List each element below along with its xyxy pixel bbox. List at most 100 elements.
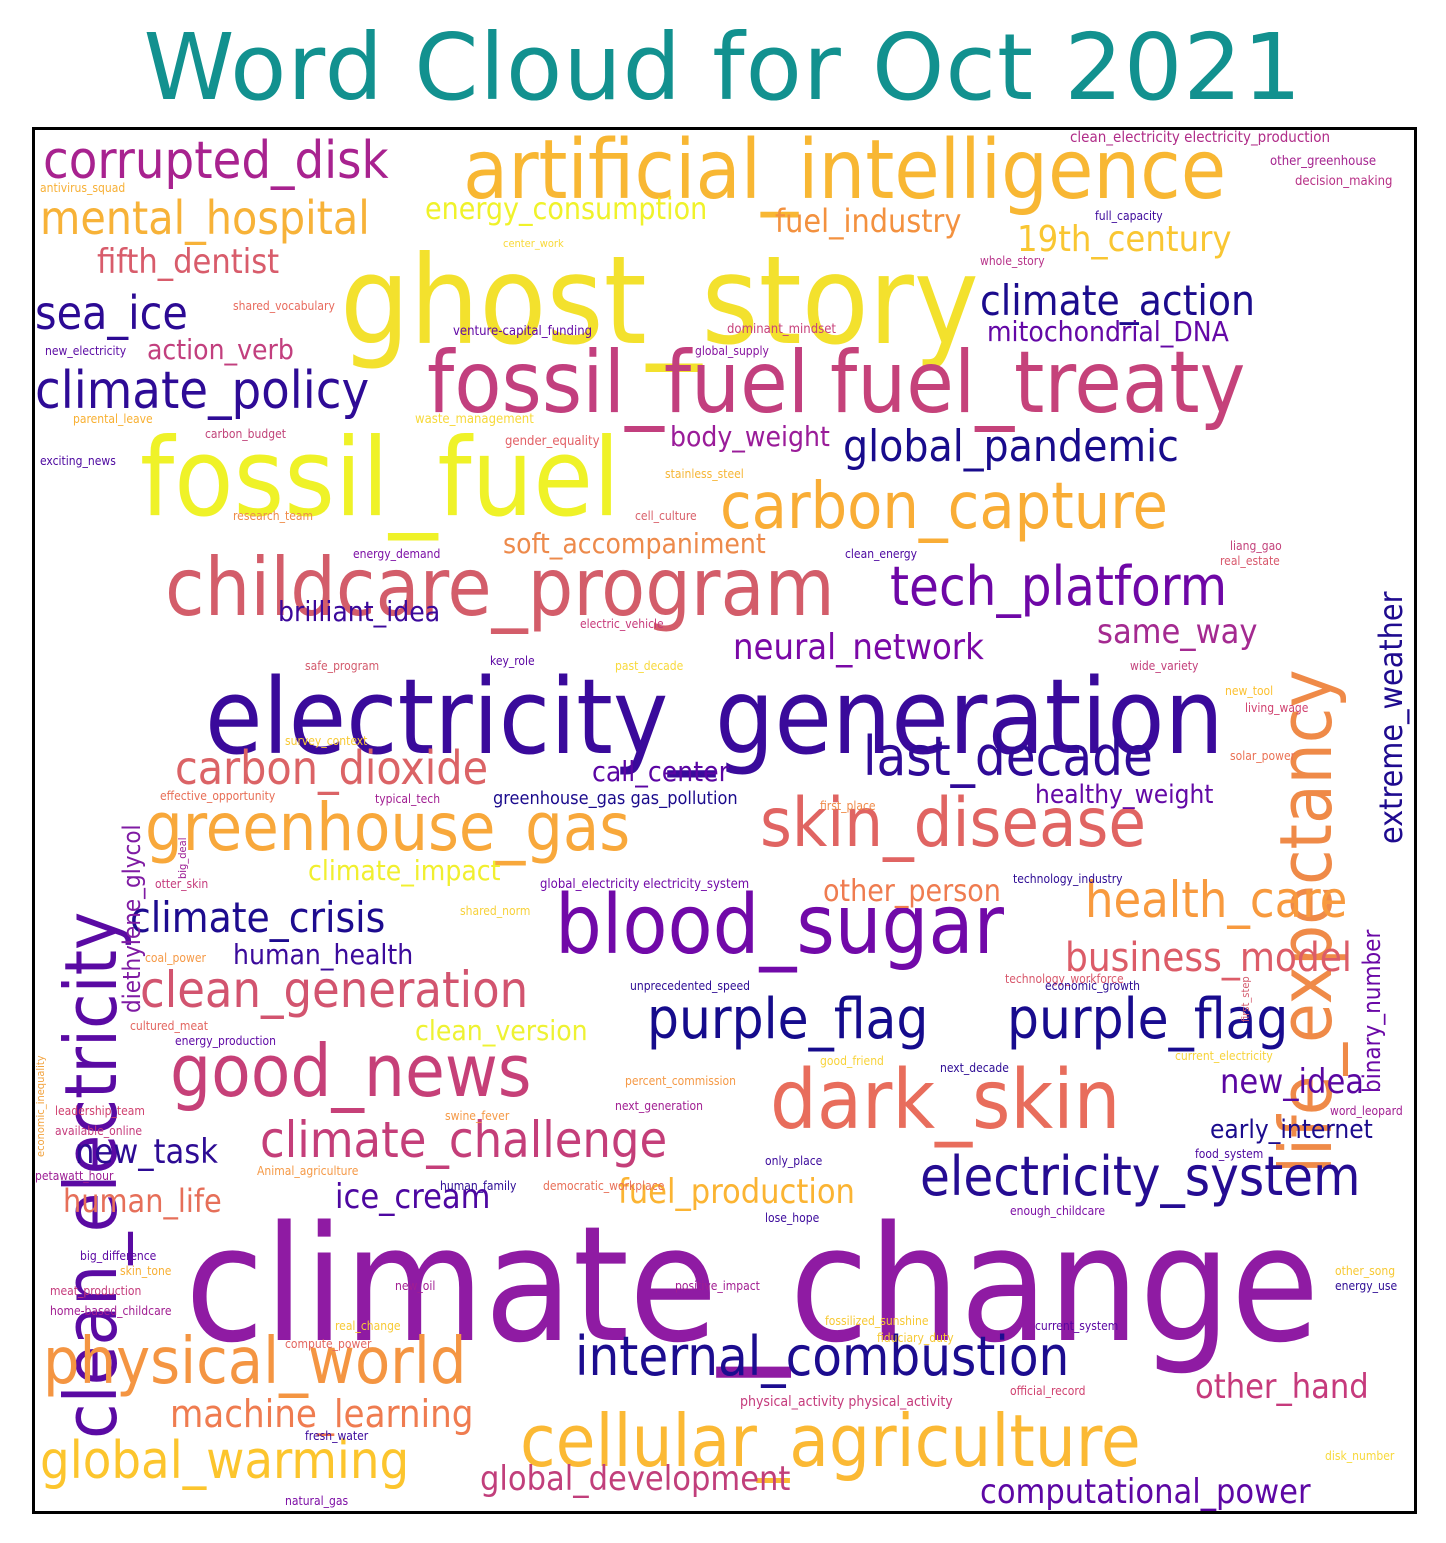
word-cloud-term: new_electricity: [45, 344, 127, 358]
word-cloud-term: climate_policy: [35, 361, 370, 421]
word-cloud-term: energy_demand: [353, 547, 441, 561]
word-cloud-term: machine_learning: [170, 1392, 474, 1436]
word-cloud-term: purple_flag: [647, 987, 929, 1052]
word-cloud-term: other_hand: [1195, 1367, 1369, 1407]
word-cloud-term: past_decade: [615, 659, 684, 673]
word-cloud-term: electricity_system: [920, 1145, 1361, 1208]
word-cloud-term: fresh_water: [305, 1429, 369, 1443]
word-cloud-term: carbon_dioxide: [175, 741, 489, 795]
word-cloud-term: real_estate: [1220, 554, 1280, 568]
word-cloud-term: wide_variety: [1130, 659, 1199, 673]
word-cloud-term: research_team: [233, 509, 314, 523]
word-cloud-term: enough_childcare: [1010, 1204, 1106, 1218]
word-cloud-term: corrupted_disk: [43, 131, 389, 191]
word-cloud-term: fuel_industry: [775, 202, 962, 240]
word-cloud-term: human_health: [233, 938, 414, 971]
word-cloud-term: other_song: [1335, 1264, 1396, 1278]
word-cloud-term: good_friend: [820, 1054, 884, 1068]
word-cloud-term: same_way: [1097, 612, 1258, 652]
word-cloud-term: cellular_agriculture: [520, 1399, 1141, 1483]
word-cloud-term: last_decade: [863, 725, 1153, 788]
word-cloud-term: fossilized_sunshine: [825, 1314, 929, 1328]
word-cloud-term: center_work: [503, 237, 564, 250]
word-cloud-term: key_role: [490, 654, 535, 668]
word-cloud-term: action_verb: [147, 333, 294, 366]
word-cloud-term: first_place: [820, 799, 876, 813]
word-cloud-term: binary_number: [1358, 929, 1386, 1093]
word-cloud-term: compute_power: [285, 1337, 372, 1351]
word-cloud-term: ice_cream: [335, 1177, 491, 1217]
word-cloud-term: new_idea: [1220, 1062, 1365, 1102]
word-cloud-term: new_oil: [395, 1279, 436, 1293]
word-cloud-term: shared_norm: [460, 904, 531, 918]
word-cloud-term: climate_challenge: [260, 1111, 668, 1169]
word-cloud-term: global_supply: [695, 344, 769, 358]
word-cloud-term: swine_fever: [445, 1109, 510, 1123]
word-cloud-term: blood_sugar: [555, 878, 1004, 973]
word-cloud-term: ghost_story: [340, 230, 979, 372]
word-cloud-term: full_capacity: [1095, 209, 1163, 223]
word-cloud-term: 19th_century: [1017, 219, 1232, 260]
word-cloud-term: available_online: [55, 1124, 143, 1138]
word-cloud-term: survey_context: [285, 734, 368, 748]
word-cloud-term: decision_making: [1295, 174, 1393, 189]
word-cloud-term: physical_world: [43, 1325, 467, 1399]
word-cloud-term: computational_power: [980, 1472, 1311, 1512]
word-cloud-term: brilliant_idea: [278, 595, 441, 628]
word-cloud-term: next_generation: [615, 1099, 704, 1113]
word-cloud-term: economic_inequality: [34, 1055, 47, 1157]
word-cloud-term: carbon_capture: [720, 470, 1168, 544]
word-cloud-term: economic_growth: [1045, 979, 1141, 993]
word-cloud-term: other_person: [823, 874, 1001, 909]
word-cloud-term: human_life: [63, 1182, 222, 1220]
word-cloud-frame: climate_change electricity_generation ghos…: [32, 127, 1417, 1514]
word-cloud-term: official_record: [1010, 1384, 1086, 1398]
word-cloud-term: cultured_meat: [130, 1019, 208, 1033]
word-cloud-term: leadership_team: [55, 1104, 145, 1118]
word-cloud-term: liang_gao: [1230, 539, 1282, 553]
word-cloud-term: exciting_news: [40, 454, 116, 468]
word-cloud-term: other_greenhouse: [1270, 154, 1377, 169]
word-cloud-term: sea_ice: [35, 286, 188, 340]
word-cloud-term: body_weight: [670, 420, 830, 453]
word-cloud-term: greenhouse_gas gas_pollution: [493, 788, 738, 809]
word-cloud-term: energy_production: [175, 1034, 276, 1048]
word-cloud-term: skin_tone: [120, 1264, 172, 1278]
word-cloud-term: early_internet: [1210, 1115, 1373, 1145]
word-cloud-term: big_difference: [80, 1249, 157, 1263]
word-cloud-term: artificial_intelligence: [463, 127, 1227, 218]
word-cloud-term: safe_program: [305, 659, 380, 673]
word-cloud-term: technology_industry: [1013, 872, 1123, 886]
word-cloud-term: solar_power: [1230, 749, 1296, 763]
word-cloud-term: clean_version: [415, 1014, 588, 1047]
word-cloud-term: word_leopard: [1330, 1104, 1403, 1118]
word-cloud-term: fuel_treaty: [830, 333, 1246, 433]
word-cloud-term: big_deal: [176, 837, 189, 879]
figure-title: Word Cloud for Oct 2021: [143, 14, 1303, 121]
word-cloud-term: soft_accompaniment: [503, 527, 766, 560]
word-cloud-term: climate_action: [980, 276, 1255, 325]
word-cloud-term: energy_use: [1335, 1279, 1398, 1293]
word-cloud-term: effective_opportunity: [160, 789, 276, 803]
word-cloud-term: lose_hope: [765, 1211, 820, 1225]
word-cloud-term: dominant_mindset: [727, 322, 837, 337]
word-cloud-term: business_model: [1065, 935, 1352, 981]
word-cloud-term: neural_network: [733, 627, 984, 668]
word-cloud-term: food_system: [1195, 1147, 1264, 1161]
word-cloud-term: first_step: [1239, 976, 1252, 1022]
word-cloud-term: parental_leave: [73, 412, 153, 426]
word-cloud-term: only_place: [765, 1154, 823, 1168]
word-cloud-term: global_warming: [40, 1431, 410, 1491]
word-cloud-term: otter_skin: [155, 877, 209, 891]
word-cloud-term: next_decade: [940, 1061, 1009, 1075]
word-cloud-term: carbon_budget: [205, 427, 286, 441]
word-cloud-term: global_development: [480, 1459, 791, 1499]
word-cloud-term: stainless_steel: [665, 467, 744, 481]
word-cloud-term: meat_production: [50, 1284, 142, 1298]
word-cloud-term: call_center: [592, 755, 729, 788]
word-cloud-term: human_family: [440, 1179, 517, 1193]
word-cloud-term: diethylene_glycol: [118, 824, 146, 1013]
word-cloud-term: purple_flag: [1007, 987, 1289, 1052]
word-cloud-term: global_electricity electricity_system: [540, 877, 750, 892]
word-cloud-term: disk_number: [1325, 1449, 1395, 1463]
